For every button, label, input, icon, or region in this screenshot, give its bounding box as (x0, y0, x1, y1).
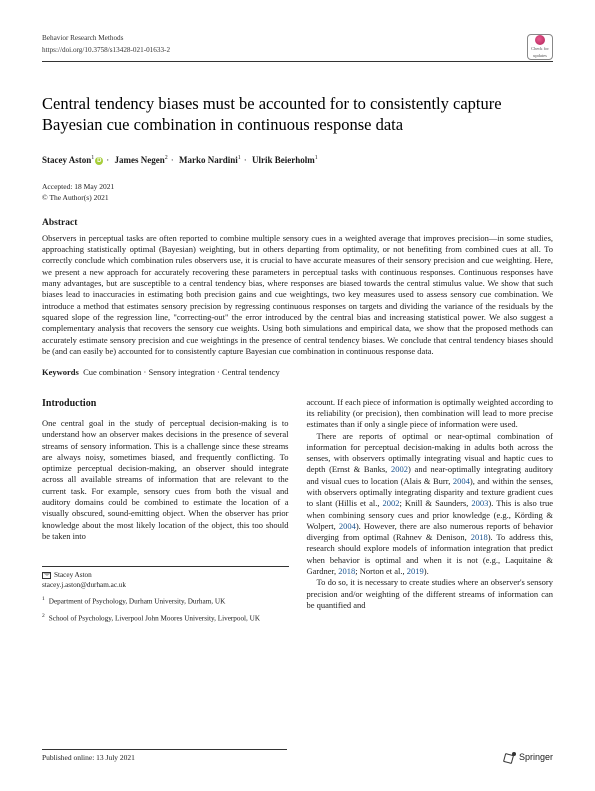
intro-para-1: One central goal in the study of percept… (42, 418, 289, 542)
citation-link[interactable]: 2004 (453, 476, 470, 486)
citation-link[interactable]: 2018 (471, 532, 488, 542)
affiliation-1: 1Department of Psychology, Durham Univer… (42, 596, 289, 607)
abstract-text: Observers in perceptual tasks are often … (42, 233, 553, 357)
author-2: James Negen (115, 155, 165, 165)
keywords-label: Keywords (42, 367, 79, 377)
body-columns: Introduction One central goal in the stu… (42, 397, 553, 625)
author-1: Stacey Aston (42, 155, 91, 165)
crossmark-badge[interactable]: Check for updates (527, 34, 553, 60)
intro-para-1-cont: account. If each piece of information is… (307, 397, 554, 431)
crossmark-label: Check for updates (528, 46, 552, 58)
abstract-heading: Abstract (42, 217, 553, 230)
correspondence-block: Stacey Aston stacey.j.aston@durham.ac.uk… (42, 566, 289, 624)
citation-link[interactable]: 2002 (383, 498, 400, 508)
author-list: Stacey Aston1D· James Negen2· Marko Nard… (42, 154, 553, 166)
copyright: © The Author(s) 2021 (42, 193, 553, 203)
crossmark-icon (535, 35, 545, 45)
right-column: account. If each piece of information is… (307, 397, 554, 625)
left-column: Introduction One central goal in the stu… (42, 397, 289, 625)
citation-link[interactable]: 2018 (338, 566, 355, 576)
author-4: Ulrik Beierholm (252, 155, 315, 165)
header-rule (42, 61, 553, 62)
corr-email[interactable]: stacey.j.aston@durham.ac.uk (42, 581, 126, 589)
citation-link[interactable]: 2003 (471, 498, 488, 508)
published-online: Published online: 13 July 2021 (42, 749, 287, 763)
article-title: Central tendency biases must be accounte… (42, 94, 553, 135)
mail-icon (42, 572, 51, 579)
intro-para-2: There are reports of optimal or near-opt… (307, 431, 554, 578)
springer-icon (504, 751, 516, 763)
orcid-icon[interactable]: D (95, 157, 103, 165)
journal-name: Behavior Research Methods (42, 34, 553, 44)
corr-author: Stacey Aston (54, 571, 92, 579)
citation-link[interactable]: 2019 (407, 566, 424, 576)
affiliation-2: 2School of Psychology, Liverpool John Mo… (42, 613, 289, 624)
publisher-name: Springer (519, 751, 553, 763)
intro-para-3: To do so, it is necessary to create stud… (307, 577, 554, 611)
author-3: Marko Nardini (179, 155, 238, 165)
citation-link[interactable]: 2004 (339, 521, 356, 531)
doi-link[interactable]: https://doi.org/10.3758/s13428-021-01633… (42, 46, 553, 56)
keywords-text: Cue combination · Sensory integration · … (83, 367, 280, 377)
accepted-date: Accepted: 18 May 2021 (42, 182, 553, 192)
introduction-heading: Introduction (42, 397, 289, 410)
publisher-logo: Springer (504, 751, 553, 763)
keywords-line: Keywords Cue combination · Sensory integ… (42, 367, 553, 378)
page-footer: Published online: 13 July 2021 Springer (42, 749, 553, 763)
citation-link[interactable]: 2002 (391, 464, 408, 474)
